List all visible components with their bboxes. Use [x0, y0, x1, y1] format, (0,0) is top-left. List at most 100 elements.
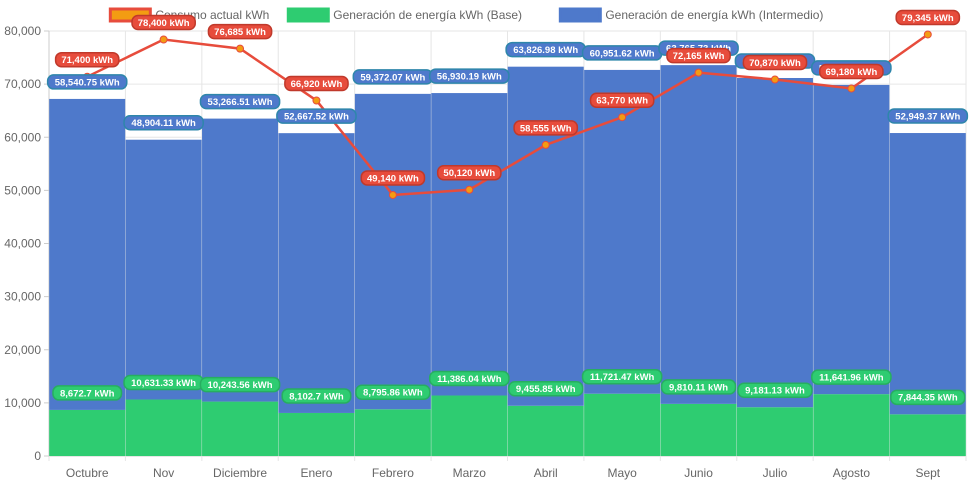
consumption-point — [847, 84, 856, 93]
bar-intermedio — [202, 118, 279, 402]
bar-intermedio — [660, 65, 737, 404]
bar-base — [660, 403, 737, 456]
label-consumo-bg — [666, 47, 731, 64]
label-base-text: 10,631.33 kWh — [131, 378, 196, 389]
y-tick-label: 30,000 — [4, 290, 41, 304]
label-base: 9,181.13 kWh — [737, 382, 813, 398]
label-consumo: 78,400 kWh — [131, 14, 196, 31]
label-base-bg — [581, 368, 663, 385]
consumption-point — [465, 185, 474, 194]
label-base-bg — [52, 385, 123, 401]
label-base-text: 9,455.85 kWh — [516, 384, 576, 395]
label-consumo: 49,140 kWh — [360, 170, 426, 186]
x-tick-label: Marzo — [453, 466, 487, 480]
label-consumo-text: 70,870 kWh — [749, 58, 801, 69]
label-base: 10,243.56 kWh — [199, 376, 281, 393]
label-base-bg — [199, 376, 281, 393]
label-consumo-bg — [131, 14, 196, 31]
label-intermedio-bg — [199, 93, 281, 110]
label-base: 7,844.35 kWh — [890, 389, 966, 406]
label-intermedio: 58,540.75 kWh — [46, 74, 128, 90]
bar-intermedio — [354, 93, 431, 410]
x-tick-label: Nov — [153, 466, 174, 480]
y-tick-label: 40,000 — [4, 237, 41, 251]
label-consumo-bg — [895, 9, 961, 26]
label-base: 9,810.11 kWh — [660, 379, 737, 395]
label-consumo-text: 78,400 kWh — [138, 18, 190, 29]
label-base: 11,641.96 kWh — [811, 369, 892, 385]
label-consumo-text: 71,400 kWh — [61, 55, 113, 66]
bar-base — [49, 409, 126, 456]
label-consumo: 63,770 kWh — [589, 92, 655, 108]
label-base-text: 11,386.04 kWh — [437, 374, 502, 385]
legend-base-swatch — [286, 7, 330, 23]
consumption-point — [236, 44, 245, 53]
consumption-point — [312, 96, 321, 105]
x-tick-label: Junio — [684, 466, 713, 480]
label-consumo-text: 63,770 kWh — [596, 96, 648, 107]
bar-base — [354, 409, 431, 456]
label-base-bg — [737, 382, 813, 398]
x-tick-label: Abril — [534, 466, 558, 480]
x-tick-label: Mayo — [607, 466, 637, 480]
label-consumo-text: 79,345 kWh — [902, 13, 954, 24]
label-intermedio-text: 63,826.98 kWh — [513, 45, 578, 56]
legend-base[interactable]: Generación de energía kWh (Base) — [286, 7, 522, 23]
bar-intermedio — [889, 133, 966, 415]
y-tick-label: 60,000 — [4, 130, 41, 144]
consumption-point — [159, 35, 168, 44]
label-base-text: 11,721.47 kWh — [590, 372, 655, 383]
label-base-text: 9,181.13 kWh — [745, 386, 805, 397]
bar-base — [278, 412, 355, 456]
label-consumo-bg — [819, 63, 884, 80]
label-intermedio-text: 58,540.75 kWh — [55, 77, 120, 88]
label-consumo-text: 49,140 kWh — [367, 173, 419, 184]
label-base: 8,102.7 kWh — [281, 388, 352, 404]
label-consumo: 69,180 kWh — [819, 63, 884, 80]
data-labels: 8,672.7 kWh 58,540.75 kWh 10,631.33 kWh 48,… — [46, 9, 969, 406]
label-intermedio-bg — [123, 114, 204, 131]
label-consumo-bg — [54, 51, 120, 68]
x-tick-label: Diciembre — [213, 466, 267, 480]
label-consumo-text: 76,685 kWh — [214, 27, 266, 38]
bar-intermedio — [584, 69, 661, 394]
label-intermedio: 60,951.62 kWh — [581, 45, 663, 61]
label-base-text: 8,102.7 kWh — [289, 391, 344, 402]
label-base: 8,672.7 kWh — [52, 385, 123, 401]
legend-intermedio[interactable]: Generación de energía kWh (Intermedio) — [558, 7, 823, 23]
y-tick-label: 50,000 — [4, 183, 41, 197]
legend-intermedio-swatch — [558, 7, 602, 23]
label-consumo-bg — [207, 23, 273, 40]
label-base: 9,455.85 kWh — [508, 381, 584, 397]
label-base-text: 9,810.11 kWh — [669, 382, 728, 393]
label-intermedio: 48,904.11 kWh — [123, 114, 204, 131]
label-intermedio-text: 60,951.62 kWh — [590, 48, 655, 59]
label-base-bg — [508, 381, 584, 397]
label-base-bg — [811, 369, 892, 385]
label-base-bg — [890, 389, 966, 406]
label-consumo: 79,345 kWh — [895, 9, 961, 26]
label-base-text: 8,795.86 kWh — [363, 388, 423, 399]
label-consumo: 66,920 kWh — [284, 75, 349, 92]
label-base: 8,795.86 kWh — [355, 384, 431, 401]
label-consumo-bg — [513, 120, 579, 136]
consumption-line — [83, 30, 932, 199]
label-consumo-text: 69,180 kWh — [826, 67, 878, 78]
label-intermedio-text: 52,949.37 kWh — [895, 111, 960, 122]
bar-base — [889, 414, 966, 456]
bar-intermedio — [431, 93, 508, 396]
label-base-text: 11,641.96 kWh — [819, 373, 884, 384]
label-intermedio-text: 59,372.07 kWh — [360, 72, 425, 83]
consumption-point — [694, 68, 703, 77]
consumption-point — [618, 113, 627, 122]
label-intermedio-text: 52,667.52 kWh — [284, 112, 349, 123]
bar-base — [431, 395, 508, 456]
label-intermedio-text: 56,930.19 kWh — [437, 71, 502, 82]
label-intermedio-bg — [428, 68, 510, 84]
bar-intermedio — [507, 66, 584, 406]
bar-base — [202, 401, 279, 456]
bar-intermedio — [49, 98, 126, 410]
label-intermedio-text: 53,266.51 kWh — [208, 97, 273, 108]
label-consumo-text: 50,120 kWh — [443, 168, 495, 179]
